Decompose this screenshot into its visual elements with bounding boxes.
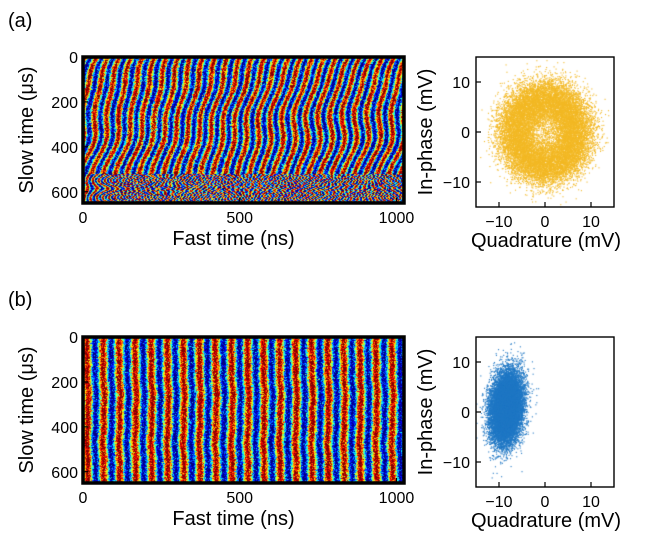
heatmap-image xyxy=(83,337,404,483)
x-axis-label: Quadrature (mV) xyxy=(471,230,621,252)
heatmap-0 xyxy=(81,55,406,205)
y-axis-label: In-phase (mV) xyxy=(415,69,437,196)
x-tick-label: 0 xyxy=(541,214,550,231)
y-tick-label: 10 xyxy=(452,75,470,92)
x-axis-label: Fast time (ns) xyxy=(172,508,294,530)
heatmap-frame xyxy=(81,335,406,485)
x-tick-label: 1000 xyxy=(379,210,415,227)
x-axis-label: Fast time (ns) xyxy=(172,228,294,250)
scatter-points xyxy=(476,337,614,487)
y-tick-label: 0 xyxy=(69,50,78,67)
y-tick-label: 200 xyxy=(51,375,78,392)
y-tick-label: −10 xyxy=(443,175,470,192)
y-axis-label: Slow time (μs) xyxy=(16,66,38,193)
scatter-3 xyxy=(475,336,615,488)
y-tick-label: 0 xyxy=(461,405,470,422)
y-tick-label: 0 xyxy=(69,330,78,347)
y-axis-label: In-phase (mV) xyxy=(415,349,437,476)
x-tick-label: 10 xyxy=(582,494,600,511)
heatmap-image xyxy=(83,57,404,203)
y-tick-label: 0 xyxy=(461,125,470,142)
y-axis-label: Slow time (μs) xyxy=(16,346,38,473)
y-tick-label: −10 xyxy=(443,455,470,472)
x-tick-label: 500 xyxy=(226,490,253,507)
heatmap-2 xyxy=(81,335,406,485)
x-tick-label: 1000 xyxy=(379,490,415,507)
panel-label-a: (a) xyxy=(8,10,32,32)
x-tick-label: −10 xyxy=(485,494,512,511)
y-tick-label: 600 xyxy=(51,185,78,202)
y-tick-label: 10 xyxy=(452,355,470,372)
scatter-1 xyxy=(475,56,615,208)
x-tick-label: −10 xyxy=(485,214,512,231)
y-tick-label: 400 xyxy=(51,420,78,437)
x-tick-label: 0 xyxy=(541,494,550,511)
x-tick-label: 10 xyxy=(582,214,600,231)
x-axis-label: Quadrature (mV) xyxy=(471,510,621,532)
panel-label-b: (b) xyxy=(8,289,32,311)
y-tick-label: 200 xyxy=(51,95,78,112)
scatter-points xyxy=(476,57,614,207)
heatmap-frame xyxy=(81,55,406,205)
x-tick-label: 0 xyxy=(79,210,88,227)
x-tick-label: 500 xyxy=(226,210,253,227)
y-tick-label: 600 xyxy=(51,465,78,482)
y-tick-label: 400 xyxy=(51,140,78,157)
x-tick-label: 0 xyxy=(79,490,88,507)
